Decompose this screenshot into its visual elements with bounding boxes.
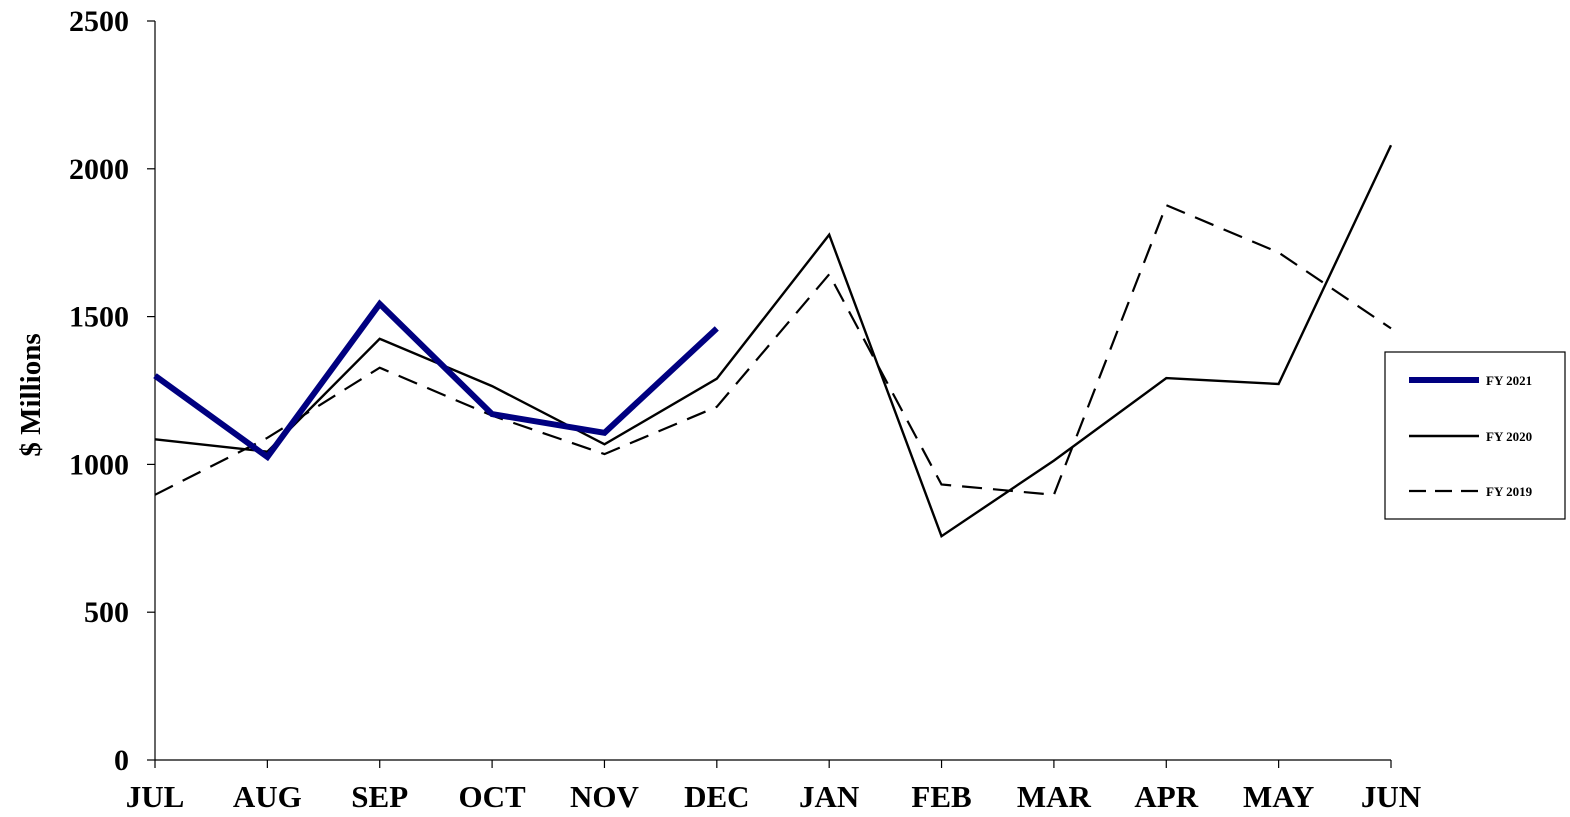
data-point — [940, 535, 942, 537]
legend-label: FY 2019 — [1486, 484, 1533, 499]
x-tick-label: OCT — [458, 779, 526, 814]
data-point — [489, 411, 495, 417]
data-point — [1390, 327, 1392, 329]
data-point — [154, 438, 156, 440]
x-tick-label: JUN — [1361, 779, 1421, 814]
x-tick-label: MAR — [1017, 779, 1092, 814]
series-line-fy-2021 — [153, 299, 719, 462]
data-point — [603, 443, 605, 445]
data-point — [154, 494, 156, 496]
y-tick-label: 1500 — [69, 301, 129, 334]
data-point — [379, 367, 381, 369]
data-point — [714, 325, 720, 331]
data-point — [716, 406, 718, 408]
x-tick-label: JUL — [126, 779, 185, 814]
data-point — [1165, 204, 1167, 206]
series-line-fy-2019 — [154, 203, 1392, 496]
data-point — [1053, 459, 1055, 461]
data-point — [601, 430, 607, 436]
x-tick-label: FEB — [911, 779, 971, 814]
y-tick-label: 500 — [84, 596, 129, 629]
y-tick-label: 2500 — [69, 5, 129, 38]
series-line-fy-2020 — [154, 144, 1393, 539]
x-tick-label: SEP — [351, 779, 408, 814]
x-tick-label: AUG — [233, 779, 302, 814]
data-point — [377, 301, 383, 307]
y-tick-label: 0 — [114, 744, 129, 777]
data-point — [1390, 144, 1392, 146]
x-tick-label: MAY — [1243, 779, 1314, 814]
series-layer — [152, 144, 1393, 539]
data-point — [603, 453, 605, 455]
data-point — [828, 234, 830, 236]
legend: FY 2021 FY 2020 FY 2019 — [1384, 351, 1566, 520]
legend-entries: FY 2021 FY 2020 FY 2019 — [1409, 373, 1533, 499]
y-tick-label: 2000 — [69, 153, 129, 186]
x-ticks: JUL AUG SEP OCT NOV DEC JAN FEB MAR APR MAY JUN — [126, 760, 1421, 814]
y-axis-title: $ Millions — [15, 333, 47, 456]
data-point — [940, 483, 942, 485]
data-point — [266, 437, 268, 439]
data-point — [1277, 383, 1279, 385]
x-tick-label: DEC — [684, 779, 749, 814]
x-tick-label: JAN — [799, 779, 859, 814]
x-tick-label: NOV — [570, 779, 640, 814]
data-point — [716, 377, 718, 379]
data-point — [264, 454, 270, 460]
data-point — [152, 373, 158, 379]
data-point — [379, 338, 381, 340]
y-tick-label: 1000 — [69, 448, 129, 481]
y-ticks: 0 500 1000 1500 2000 2500 — [69, 5, 155, 777]
legend-label: FY 2021 — [1486, 373, 1532, 388]
data-point — [1165, 377, 1167, 379]
data-point — [828, 273, 830, 275]
data-point — [491, 385, 493, 387]
axes — [154, 21, 1391, 761]
data-point — [1278, 251, 1280, 253]
x-tick-label: APR — [1134, 779, 1198, 814]
data-point — [1053, 494, 1055, 496]
legend-label: FY 2020 — [1486, 429, 1532, 444]
